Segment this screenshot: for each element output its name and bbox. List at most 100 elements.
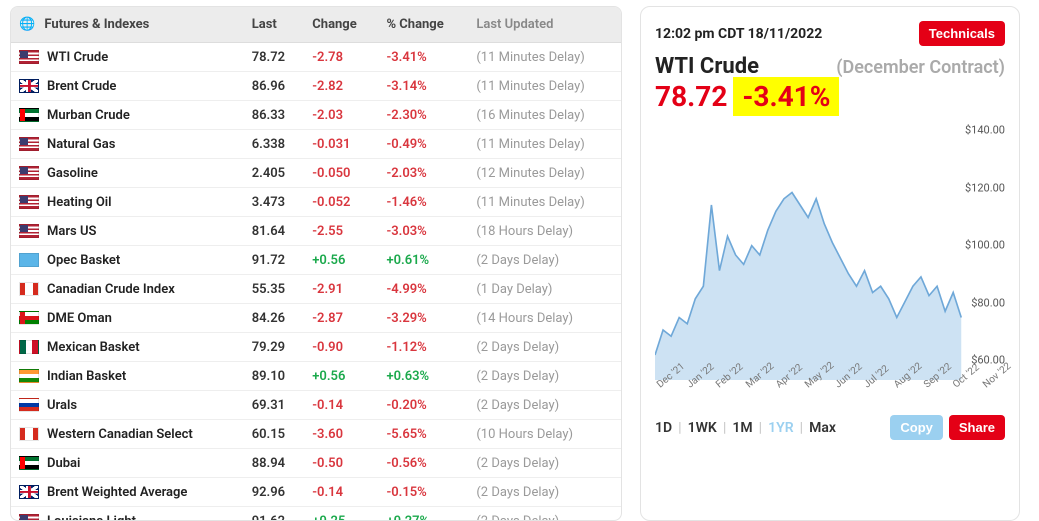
last-price: 2.405 bbox=[244, 159, 305, 188]
pct-change: -3.03% bbox=[378, 217, 468, 246]
change: -0.90 bbox=[304, 333, 378, 362]
pct-change: +0.61% bbox=[378, 246, 468, 275]
instrument-name: Western Canadian Select bbox=[47, 427, 193, 442]
last-updated: (10 Hours Delay) bbox=[468, 420, 621, 449]
col-updated: Last Updated bbox=[468, 7, 621, 43]
instrument-name: Heating Oil bbox=[47, 195, 112, 210]
chart-y-tick: $120.00 bbox=[965, 181, 1005, 194]
pct-change: -0.20% bbox=[378, 391, 468, 420]
table-row[interactable]: Gasoline2.405-0.050-2.03%(12 Minutes Del… bbox=[11, 159, 621, 188]
table-row[interactable]: Louisiana Light91.62+0.25+0.27%(2 Days D… bbox=[11, 507, 621, 521]
range-max[interactable]: Max bbox=[809, 420, 836, 436]
col-name[interactable]: 🌐 Futures & Indexes bbox=[11, 7, 244, 43]
table-row[interactable]: Murban Crude86.33-2.03-2.30%(16 Minutes … bbox=[11, 101, 621, 130]
instrument-name: DME Oman bbox=[47, 311, 112, 326]
instrument-name: Gasoline bbox=[47, 166, 98, 181]
instrument-name: Opec Basket bbox=[47, 253, 120, 268]
change: -0.031 bbox=[304, 130, 378, 159]
range-1yr[interactable]: 1YR bbox=[768, 420, 794, 436]
last-updated: (2 Days Delay) bbox=[468, 333, 621, 362]
range-1d[interactable]: 1D bbox=[655, 420, 672, 436]
last-price: 84.26 bbox=[244, 304, 305, 333]
table-row[interactable]: Western Canadian Select60.15-3.60-5.65%(… bbox=[11, 420, 621, 449]
table-row[interactable]: Natural Gas6.338-0.031-0.49%(11 Minutes … bbox=[11, 130, 621, 159]
instrument-name: Louisiana Light bbox=[47, 514, 136, 521]
table-row[interactable]: Urals69.31-0.14-0.20%(2 Days Delay) bbox=[11, 391, 621, 420]
range-selector: 1D| 1WK| 1M| 1YR| Max Copy Share bbox=[655, 415, 1005, 440]
range-1wk[interactable]: 1WK bbox=[688, 420, 717, 436]
technicals-button[interactable]: Technicals bbox=[919, 21, 1005, 46]
table-row[interactable]: Mars US81.64-2.55-3.03%(18 Hours Delay) bbox=[11, 217, 621, 246]
pct-change: +0.27% bbox=[378, 507, 468, 521]
table-row[interactable]: WTI Crude78.72-2.78-3.41%(11 Minutes Del… bbox=[11, 43, 621, 72]
pct-change: -3.29% bbox=[378, 304, 468, 333]
col-pct[interactable]: % Change bbox=[378, 7, 468, 43]
globe-icon: 🌐 bbox=[19, 17, 35, 32]
last-updated: (14 Hours Delay) bbox=[468, 304, 621, 333]
table-row[interactable]: Brent Crude86.96-2.82-3.14%(11 Minutes D… bbox=[11, 72, 621, 101]
pct-change: -3.41% bbox=[378, 43, 468, 72]
change: -3.60 bbox=[304, 420, 378, 449]
instrument-name: Brent Weighted Average bbox=[47, 485, 187, 500]
pct-change: +0.63% bbox=[378, 362, 468, 391]
instrument-name: Mexican Basket bbox=[47, 340, 140, 355]
last-updated: (2 Days Delay) bbox=[468, 478, 621, 507]
change: -0.14 bbox=[304, 391, 378, 420]
change: -2.91 bbox=[304, 275, 378, 304]
last-updated: (11 Minutes Delay) bbox=[468, 130, 621, 159]
last-updated: (2 Days Delay) bbox=[468, 362, 621, 391]
range-1m[interactable]: 1M bbox=[732, 420, 752, 436]
table-row[interactable]: Heating Oil3.473-0.052-1.46%(11 Minutes … bbox=[11, 188, 621, 217]
last-price: 86.33 bbox=[244, 101, 305, 130]
flag-icon bbox=[19, 224, 39, 238]
table-row[interactable]: DME Oman84.26-2.87-3.29%(14 Hours Delay) bbox=[11, 304, 621, 333]
instrument-name: Brent Crude bbox=[47, 79, 116, 94]
flag-icon bbox=[19, 514, 39, 521]
table-row[interactable]: Canadian Crude Index55.35-2.91-4.99%(1 D… bbox=[11, 275, 621, 304]
last-updated: (2 Days Delay) bbox=[468, 391, 621, 420]
col-name-label: Futures & Indexes bbox=[44, 17, 149, 32]
flag-icon bbox=[19, 166, 39, 180]
last-updated: (2 Days Delay) bbox=[468, 246, 621, 275]
chart-y-tick: $100.00 bbox=[965, 239, 1005, 252]
flag-icon bbox=[19, 427, 39, 441]
table-header-row: 🌐 Futures & Indexes Last Change % Change… bbox=[11, 7, 621, 43]
change: -2.78 bbox=[304, 43, 378, 72]
last-price: 3.473 bbox=[244, 188, 305, 217]
instrument-name: Dubai bbox=[47, 456, 80, 471]
instrument-name: Urals bbox=[47, 398, 77, 413]
quote-card: 12:02 pm CDT 18/11/2022 Technicals WTI C… bbox=[640, 6, 1020, 521]
last-price: 91.72 bbox=[244, 246, 305, 275]
last-price: 89.10 bbox=[244, 362, 305, 391]
pct-change: -0.15% bbox=[378, 478, 468, 507]
flag-icon bbox=[19, 340, 39, 354]
flag-icon bbox=[19, 50, 39, 64]
table-row[interactable]: Dubai88.94-0.50-0.56%(2 Days Delay) bbox=[11, 449, 621, 478]
table-row[interactable]: Indian Basket 89.10+0.56+0.63%(2 Days Del… bbox=[11, 362, 621, 391]
table-row[interactable]: Brent Weighted Average92.96-0.14-0.15%(2… bbox=[11, 478, 621, 507]
col-change[interactable]: Change bbox=[304, 7, 378, 43]
last-updated: (11 Minutes Delay) bbox=[468, 72, 621, 101]
table-row[interactable]: Opec Basket91.72+0.56+0.61%(2 Days Delay… bbox=[11, 246, 621, 275]
flag-icon bbox=[19, 485, 39, 499]
instrument-name: Murban Crude bbox=[47, 108, 130, 123]
instrument-name: Indian Basket bbox=[47, 369, 126, 384]
col-last[interactable]: Last bbox=[244, 7, 305, 43]
table-row[interactable]: Mexican Basket79.29-0.90-1.12%(2 Days De… bbox=[11, 333, 621, 362]
chart-y-tick: $140.00 bbox=[965, 124, 1005, 137]
last-price: 81.64 bbox=[244, 217, 305, 246]
last-price: 88.94 bbox=[244, 449, 305, 478]
flag-icon bbox=[19, 137, 39, 151]
change: +0.25 bbox=[304, 507, 378, 521]
price-chart[interactable]: $60.00$80.00$100.00$120.00$140.00 bbox=[655, 130, 1005, 380]
copy-button[interactable]: Copy bbox=[890, 415, 943, 440]
share-button[interactable]: Share bbox=[949, 415, 1005, 440]
last-price: 78.72 bbox=[244, 43, 305, 72]
change: -2.03 bbox=[304, 101, 378, 130]
pct-change-highlight: -3.41% bbox=[733, 77, 839, 116]
change: -0.050 bbox=[304, 159, 378, 188]
instrument-name: Natural Gas bbox=[47, 137, 115, 152]
change: +0.56 bbox=[304, 362, 378, 391]
last-updated: (12 Minutes Delay) bbox=[468, 159, 621, 188]
change: -0.50 bbox=[304, 449, 378, 478]
